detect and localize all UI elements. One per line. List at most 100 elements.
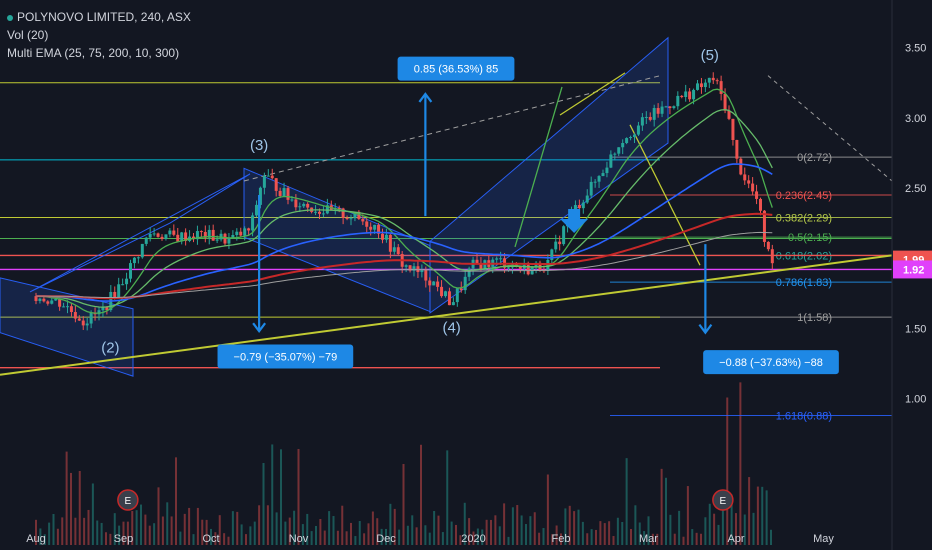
candle-body bbox=[723, 93, 727, 111]
y-tick-label: 3.00 bbox=[905, 113, 926, 125]
candle-body bbox=[715, 80, 719, 82]
candle-body bbox=[274, 178, 278, 191]
volume-bar bbox=[35, 519, 37, 545]
x-tick-label: Sep bbox=[114, 533, 134, 545]
candle-body bbox=[558, 241, 562, 245]
candle-body bbox=[255, 204, 258, 216]
volume-bar bbox=[538, 532, 541, 545]
candle-body bbox=[341, 208, 345, 218]
earnings-label: E bbox=[720, 496, 727, 507]
candle-body bbox=[416, 266, 420, 273]
volume-bar bbox=[398, 529, 401, 545]
volume-bar bbox=[551, 534, 554, 545]
candle-body bbox=[731, 118, 735, 141]
volume-bar bbox=[140, 504, 142, 545]
candle-body bbox=[743, 174, 747, 181]
candle-body bbox=[223, 233, 227, 244]
candle-body bbox=[357, 211, 361, 219]
candle-body bbox=[455, 288, 459, 303]
volume-bar bbox=[595, 529, 597, 545]
volume-bar bbox=[481, 529, 484, 545]
candle-body bbox=[475, 259, 479, 264]
volume-bar bbox=[354, 536, 357, 545]
volume-bar bbox=[608, 521, 611, 545]
ema-line bbox=[35, 108, 773, 308]
candle-body bbox=[384, 234, 388, 240]
volume-bar bbox=[297, 448, 300, 545]
candle-body bbox=[251, 215, 255, 231]
candle-body bbox=[207, 229, 211, 238]
volume-bar bbox=[380, 528, 383, 545]
candle-body bbox=[550, 249, 554, 260]
candle-body bbox=[719, 81, 723, 94]
volume-bars bbox=[35, 382, 772, 545]
candle-body bbox=[451, 302, 455, 306]
volume-bar bbox=[678, 510, 681, 545]
candle-body bbox=[325, 205, 329, 214]
ema-line bbox=[36, 212, 773, 300]
y-tick-label: 1.50 bbox=[905, 323, 926, 335]
volume-bar bbox=[48, 522, 51, 545]
candle-body bbox=[668, 106, 672, 109]
legend-symbol[interactable]: POLYNOVO LIMITED, 240, ASX bbox=[7, 8, 191, 26]
secondary-price-tag: 1.92 bbox=[903, 264, 924, 276]
volume-bar bbox=[660, 468, 663, 545]
candle-body bbox=[707, 77, 711, 83]
candle-body bbox=[54, 299, 58, 301]
candle-body bbox=[349, 218, 353, 220]
candle-body bbox=[680, 95, 684, 98]
volume-bar bbox=[770, 529, 772, 545]
volume-bar bbox=[490, 519, 492, 545]
candle-body bbox=[463, 276, 467, 291]
volume-bar bbox=[100, 522, 103, 545]
volume-bar bbox=[78, 470, 81, 545]
candle-body bbox=[345, 217, 349, 219]
candle-body bbox=[172, 230, 176, 235]
candle-body bbox=[302, 203, 306, 207]
candle-body bbox=[160, 236, 164, 239]
candle-body bbox=[408, 265, 412, 271]
candle-body bbox=[266, 175, 270, 177]
wave-label: (5) bbox=[701, 47, 719, 64]
symbol-label: POLYNOVO LIMITED, 240, ASX bbox=[17, 10, 191, 24]
candle-body bbox=[227, 237, 231, 244]
axes: 4.003.503.002.502.001.501.00AugSepOctNov… bbox=[26, 0, 932, 550]
x-tick-label: Apr bbox=[727, 533, 744, 545]
volume-bar bbox=[494, 515, 497, 545]
down-arrow-icon bbox=[560, 209, 589, 234]
volume-bar bbox=[735, 513, 737, 545]
candle-body bbox=[633, 134, 636, 138]
volume-bar bbox=[118, 525, 121, 545]
volume-bar bbox=[472, 531, 475, 545]
volume-bar bbox=[385, 528, 387, 545]
volume-bar bbox=[402, 463, 405, 545]
candle-body bbox=[298, 206, 302, 208]
volume-bar bbox=[284, 521, 287, 545]
volume-bar bbox=[91, 483, 94, 545]
volume-bar bbox=[223, 533, 226, 545]
candle-body bbox=[282, 188, 286, 196]
volume-bar bbox=[520, 515, 523, 545]
candle-body bbox=[562, 226, 566, 245]
volume-bar bbox=[166, 502, 169, 545]
volume-bar bbox=[765, 490, 768, 545]
candle-body bbox=[77, 318, 81, 321]
volume-bar bbox=[170, 516, 173, 545]
candle-body bbox=[577, 205, 581, 209]
volume-bar bbox=[350, 522, 352, 545]
legend-volume[interactable]: Vol (20) bbox=[7, 28, 49, 42]
candle-body bbox=[440, 286, 444, 297]
ema-lines bbox=[35, 88, 773, 314]
candle-body bbox=[392, 247, 396, 252]
candle-body bbox=[81, 320, 85, 326]
candle-body bbox=[404, 265, 408, 267]
candle-body bbox=[664, 106, 668, 108]
legend-ema[interactable]: Multi EMA (25, 75, 200, 10, 300) bbox=[7, 46, 180, 60]
candle-body bbox=[235, 231, 239, 235]
volume-bar bbox=[61, 517, 64, 545]
volume-bar bbox=[612, 535, 615, 545]
volume-bar bbox=[691, 529, 694, 545]
fib-label: 0.786(1.83) bbox=[776, 277, 832, 289]
candle-body bbox=[97, 310, 101, 315]
